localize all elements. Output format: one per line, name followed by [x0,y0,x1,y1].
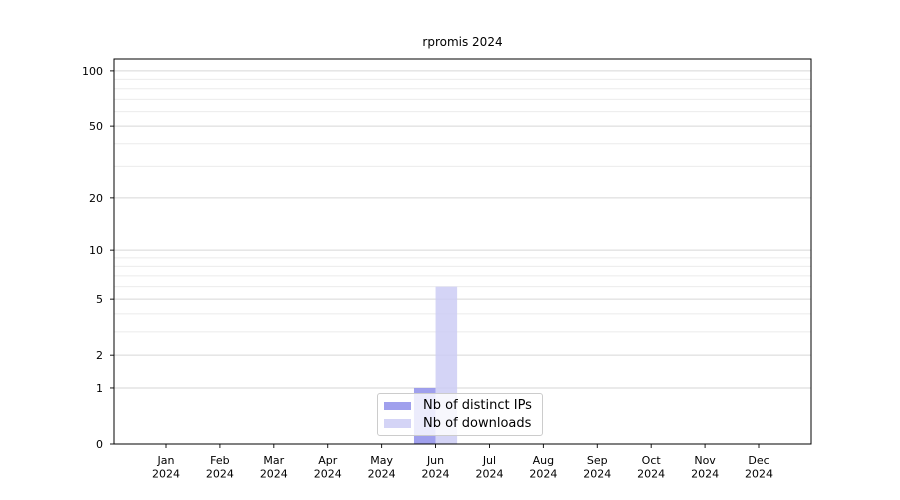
x-tick-label: Jun 2024 [422,454,450,481]
y-tick-label: 20 [89,192,103,205]
legend-label: Nb of distinct IPs [423,398,532,414]
y-tick-label: 50 [89,120,103,133]
plot-border [113,58,812,445]
y-tick-label: 10 [89,244,103,257]
x-tick-label: Jan 2024 [152,454,180,481]
legend-item: Nb of downloads [384,417,535,430]
x-tick-label: May 2024 [368,454,396,481]
legend-item: Nb of distinct IPs [384,399,535,412]
y-tick-label: 100 [82,65,103,78]
legend-label: Nb of downloads [423,415,532,431]
y-tick-label: 2 [96,349,103,362]
x-tick-label: Mar 2024 [260,454,288,481]
x-tick-label: Nov 2024 [691,454,719,481]
x-tick-label: Apr 2024 [314,454,342,481]
x-tick-label: Jul 2024 [475,454,503,481]
x-tick-label: Aug 2024 [529,454,557,481]
x-tick-label: Dec 2024 [745,454,773,481]
y-tick-label: 1 [96,382,103,395]
y-tick-label: 5 [96,293,103,306]
legend-swatch-icon [384,419,411,428]
x-tick-label: Sep 2024 [583,454,611,481]
x-tick-label: Oct 2024 [637,454,665,481]
chart-title: rpromis 2024 [422,35,503,49]
x-tick-label: Feb 2024 [206,454,234,481]
legend-swatch-icon [384,401,411,410]
legend: Nb of distinct IPs Nb of downloads [377,393,543,436]
y-tick-label: 0 [96,438,103,451]
